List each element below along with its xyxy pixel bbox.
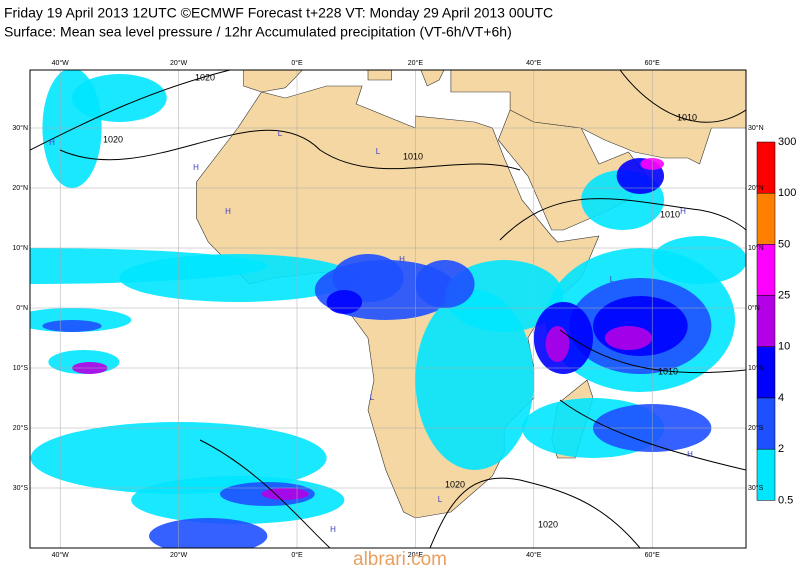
lon-tick-label-top: 40°W — [52, 59, 70, 67]
isobar-label: 1020 — [195, 72, 215, 82]
pressure-center: H — [687, 450, 693, 459]
isobar — [619, 70, 746, 123]
precipitation-area — [149, 518, 268, 548]
lat-tick-label-left: 20°N — [12, 184, 28, 192]
pressure-center: H — [193, 163, 199, 172]
isobar — [559, 399, 746, 471]
lon-tick-label-top: 60°E — [645, 59, 661, 67]
isobar — [199, 439, 331, 548]
lon-tick-label-bottom: 60°E — [645, 551, 661, 559]
lon-tick-label-top: 0°E — [291, 59, 303, 67]
lon-tick-label-bottom: 20°E — [408, 551, 424, 559]
lat-tick-label-left: 30°S — [13, 484, 29, 492]
isobar — [59, 129, 521, 171]
precipitation-area — [42, 320, 102, 332]
land — [420, 70, 445, 87]
lon-tick-label-bottom: 0°E — [291, 551, 303, 559]
precipitation-area — [415, 290, 534, 470]
labels: 1020 1020 1010 1010 1010 1010 1020 1020 H H L H L H L H… — [12, 59, 763, 559]
lat-tick-label-left: 20°S — [13, 424, 29, 432]
watermark: albrari.com — [353, 549, 447, 568]
precipitation-area — [545, 326, 570, 362]
precipitation-area — [72, 74, 167, 122]
precipitation-area — [326, 290, 363, 314]
lat-tick-label-right: 0°N — [748, 304, 760, 312]
lon-tick-label-top: 20°E — [408, 59, 424, 67]
colorbar-swatch — [756, 346, 776, 399]
colorbar-label: 4 — [778, 392, 784, 404]
precipitation-area — [652, 236, 746, 284]
lon-tick-label-bottom: 20°W — [170, 551, 188, 559]
pressure-center: H — [399, 255, 405, 264]
land — [450, 70, 746, 165]
map-frame — [29, 69, 747, 549]
pressure-center: H — [225, 207, 231, 216]
colorbar-label: 2 — [778, 443, 784, 455]
isobar — [429, 477, 641, 548]
isobar-label: 1020 — [103, 134, 123, 144]
lon-tick-label-bottom: 40°E — [526, 551, 542, 559]
pressure-center: L — [370, 393, 375, 402]
isobar-label: 1010 — [658, 366, 678, 376]
isobar-label: 1010 — [677, 112, 697, 122]
precipitation-area — [261, 488, 309, 500]
lat-tick-label-left: 0°N — [16, 304, 28, 312]
isobar-label: 1020 — [445, 479, 465, 489]
isobar-label: 1010 — [660, 209, 680, 219]
lat-tick-label-right: 20°S — [748, 424, 764, 432]
lon-tick-label-top: 40°E — [526, 59, 542, 67]
colorbar-swatch — [756, 448, 776, 501]
title-line-2: Surface: Mean sea level pressure / 12hr … — [4, 24, 512, 40]
pressure-center: L — [278, 129, 283, 138]
isobar — [30, 70, 231, 151]
isobar — [499, 198, 746, 241]
lat-tick-label-right: 20°N — [748, 184, 764, 192]
lat-tick-label-right: 30°N — [748, 124, 764, 132]
lat-tick-label-left: 10°N — [12, 244, 28, 252]
colorbar-label: 300 — [778, 136, 796, 148]
lat-tick-label-right: 10°S — [748, 364, 764, 372]
lon-tick-label-bottom: 40°W — [52, 551, 70, 559]
lat-tick-label-left: 10°S — [13, 364, 29, 372]
colorbar-swatch — [756, 244, 776, 296]
colorbar-label: 0.5 — [778, 494, 793, 506]
precipitation-area — [332, 254, 404, 302]
colorbar-swatch — [756, 397, 776, 450]
precipitation-area — [604, 326, 653, 350]
precipitation-area — [415, 260, 475, 308]
isobar — [559, 329, 746, 374]
lat-tick-label-left: 30°N — [12, 124, 28, 132]
lat-tick-label-right: 10°N — [748, 244, 764, 252]
isobar-label: 1010 — [403, 151, 423, 161]
isobar-label: 1020 — [538, 519, 558, 529]
pressure-center: L — [610, 275, 615, 284]
colorbar-label: 50 — [778, 238, 790, 250]
pressure-center: H — [680, 207, 686, 216]
colorbar-swatch — [756, 192, 776, 245]
colorbar-label: 10 — [778, 341, 790, 353]
title-line-1: Friday 19 April 2013 12UTC ©ECMWF Foreca… — [4, 5, 553, 21]
lat-tick-label-right: 30°S — [748, 484, 764, 492]
colorbar-swatch — [756, 295, 776, 348]
land — [367, 70, 393, 81]
colorbar-label: 100 — [778, 187, 796, 199]
colorbar-label: 25 — [778, 290, 790, 302]
map-body — [30, 70, 746, 548]
colorbar: 300 100 50 25 10 4 2 0.5 — [756, 136, 796, 506]
land — [243, 70, 303, 93]
lon-tick-label-top: 20°W — [170, 59, 188, 67]
pressure-center: H — [330, 525, 336, 534]
pressure-center: L — [376, 147, 381, 156]
pressure-center: H — [49, 138, 55, 147]
pressure-center: L — [438, 495, 443, 504]
